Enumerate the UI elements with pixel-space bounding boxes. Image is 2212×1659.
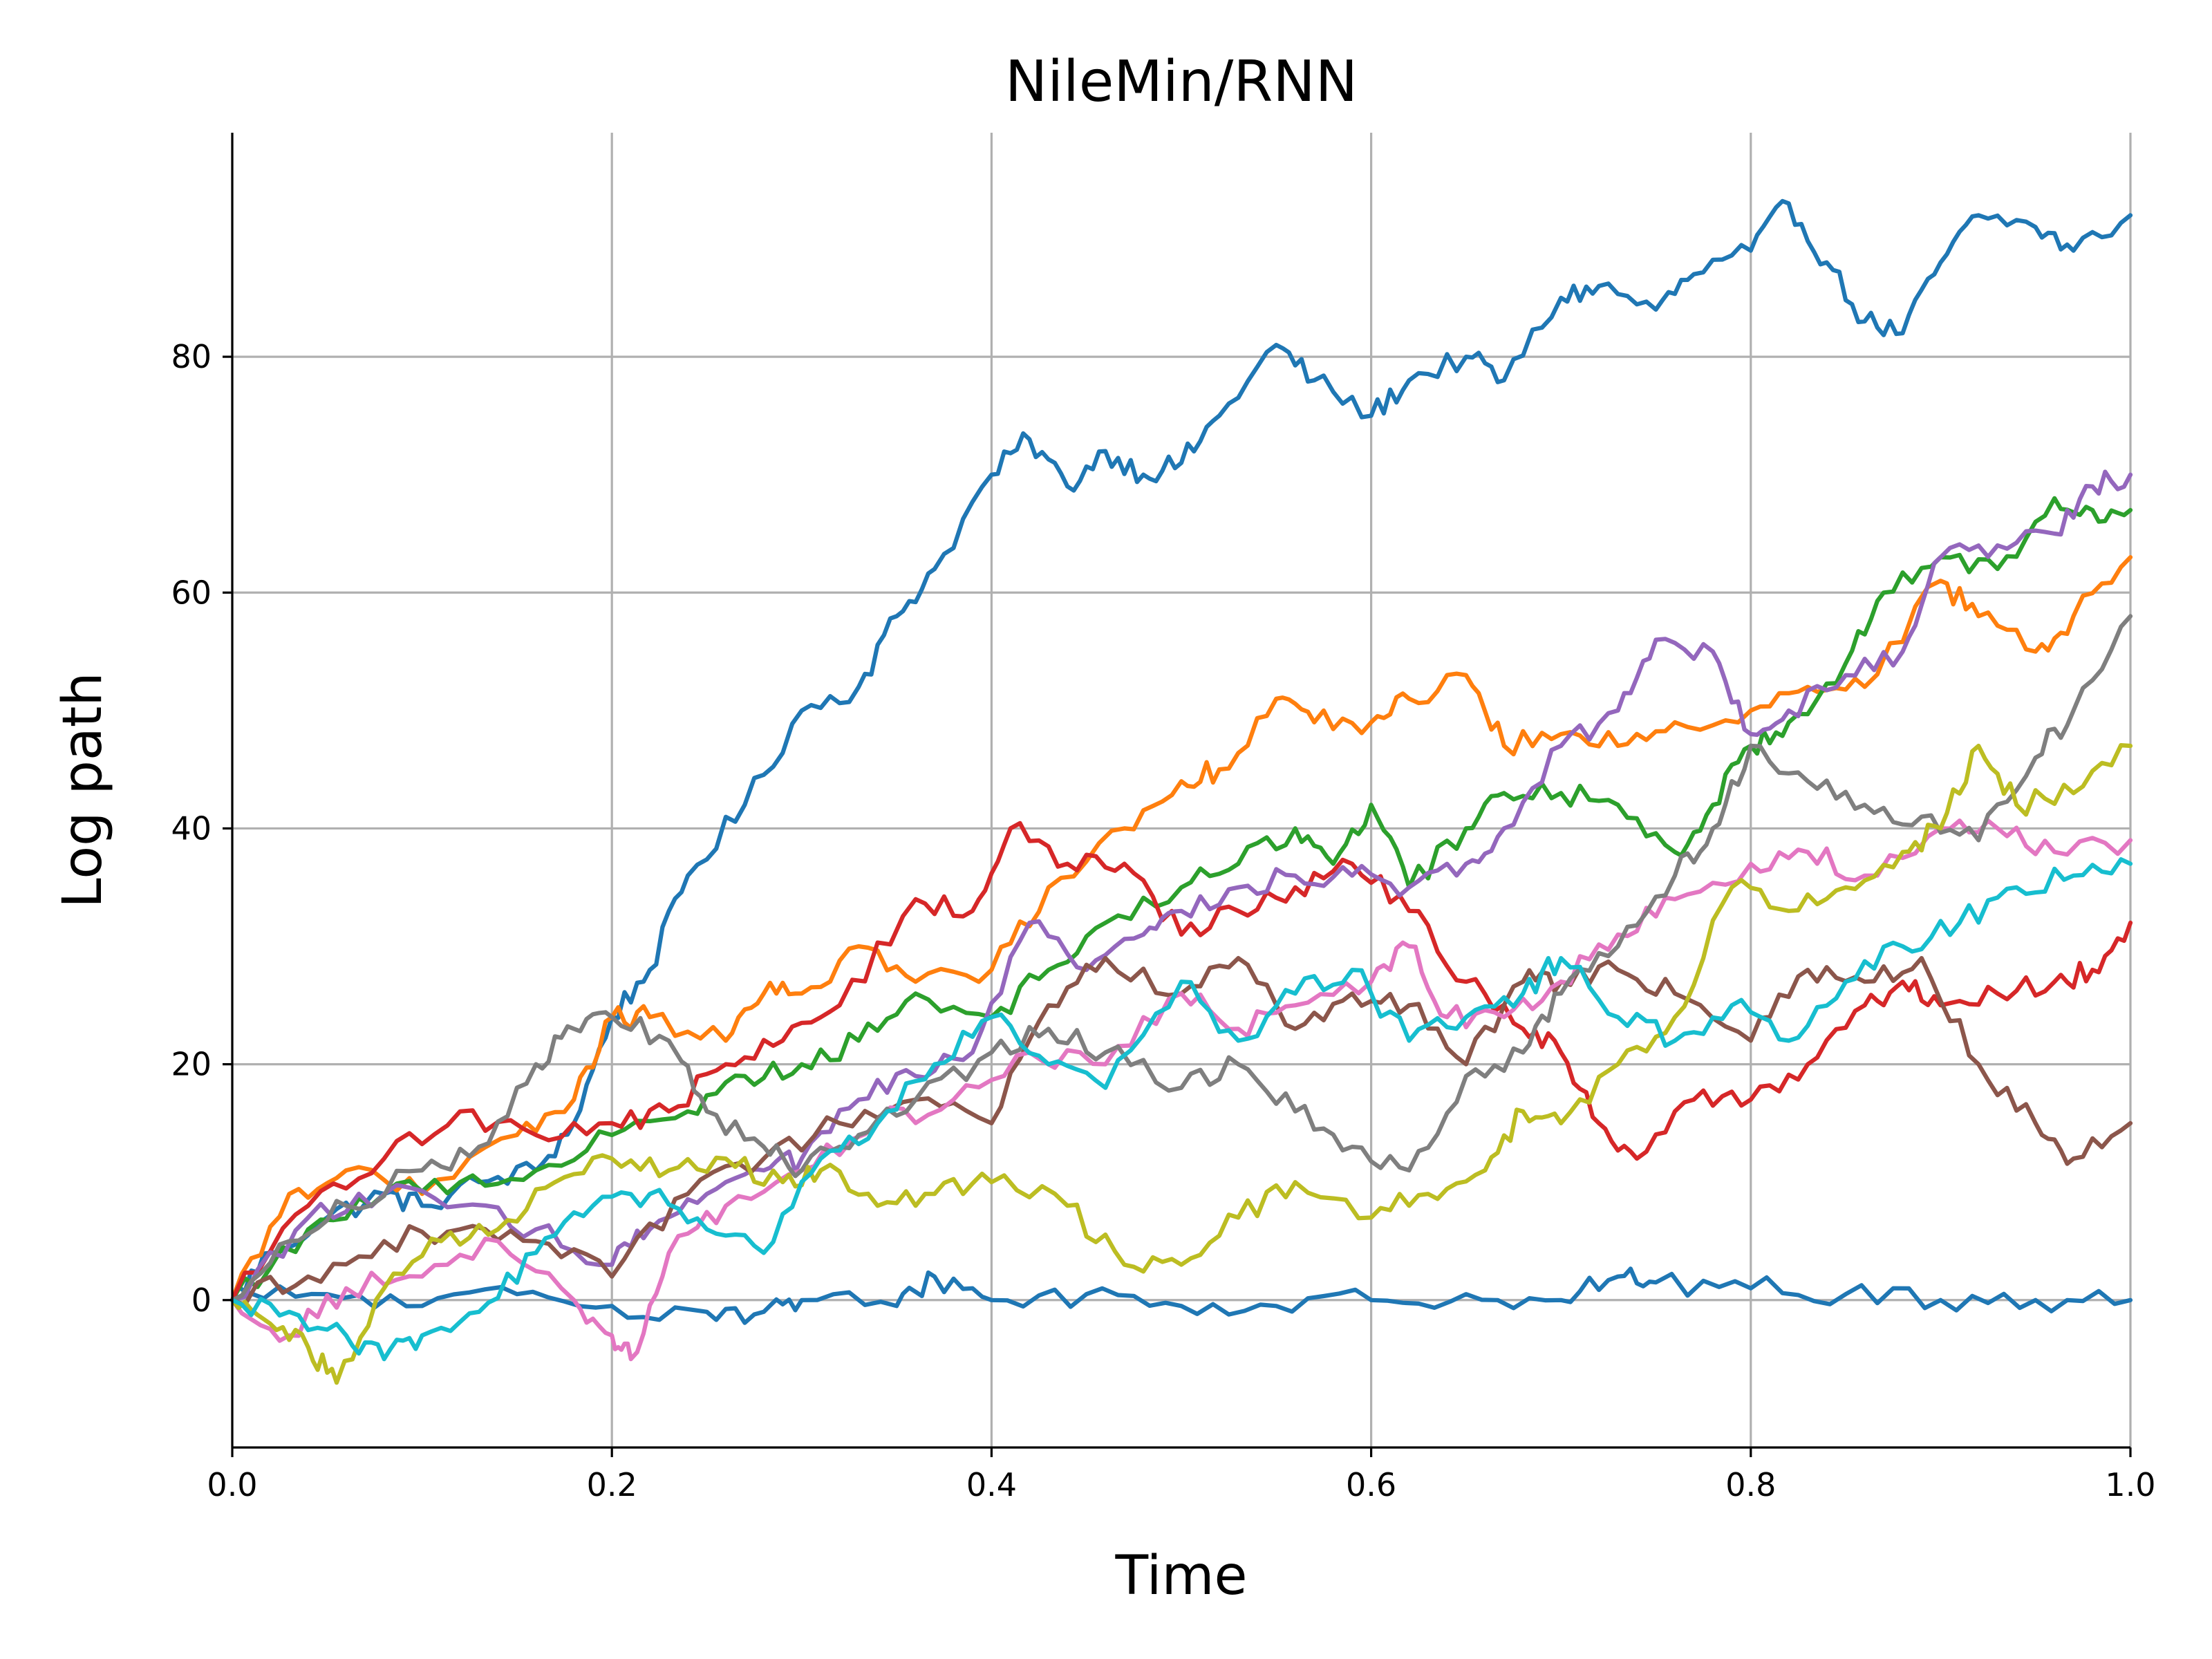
y-tick-label: 0 bbox=[191, 1282, 212, 1319]
grid-lines bbox=[231, 133, 2132, 1447]
y-tick-label: 80 bbox=[171, 338, 212, 375]
series-line-9 bbox=[229, 614, 2133, 1302]
series-line-10 bbox=[229, 743, 2133, 1385]
axes bbox=[231, 133, 2130, 1449]
series-line-6 bbox=[229, 469, 2133, 1302]
x-axis-label: Time bbox=[1115, 1545, 1248, 1607]
series-line-11 bbox=[229, 857, 2133, 1362]
y-tick-label: 40 bbox=[171, 809, 212, 847]
series-line-7 bbox=[229, 956, 2133, 1307]
x-tick-label: 0.4 bbox=[966, 1466, 1017, 1503]
y-axis-label: Log path bbox=[52, 672, 114, 908]
x-tick-label: 0.6 bbox=[1346, 1466, 1396, 1503]
ticks: 0.0 0.2 0.4 0.6 0.8 1.0 0 20 40 60 80 bbox=[171, 338, 2155, 1503]
series-line-4 bbox=[229, 496, 2133, 1302]
series-lines bbox=[229, 198, 2133, 1385]
x-tick-label: 1.0 bbox=[2105, 1466, 2155, 1503]
series-line-5 bbox=[229, 821, 2133, 1302]
x-tick-label: 0.8 bbox=[1725, 1466, 1776, 1503]
x-tick-label: 0.2 bbox=[587, 1466, 637, 1503]
y-tick-label: 60 bbox=[171, 574, 212, 611]
chart-title: NileMin/RNN bbox=[1005, 49, 1358, 115]
series-line-3 bbox=[229, 555, 2133, 1302]
y-tick-label: 20 bbox=[171, 1046, 212, 1083]
x-tick-label: 0.0 bbox=[207, 1466, 257, 1503]
series-line-2 bbox=[229, 1266, 2133, 1325]
